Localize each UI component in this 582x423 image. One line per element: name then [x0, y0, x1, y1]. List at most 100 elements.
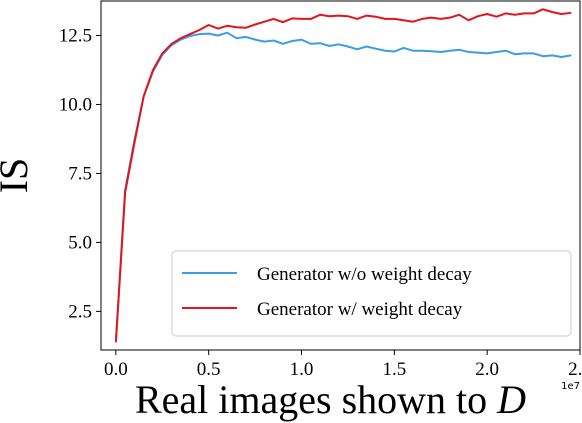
y-tick-label: 7.5 — [68, 163, 92, 184]
data-point-without-weight-decay — [393, 50, 396, 53]
data-point-with-weight-decay — [421, 18, 423, 20]
data-point-with-weight-decay — [115, 340, 117, 343]
plot-lines — [114, 8, 572, 343]
y-tick-label: 2.5 — [68, 301, 92, 322]
data-point-without-weight-decay — [226, 31, 229, 34]
data-point-with-weight-decay — [412, 20, 414, 23]
data-point-without-weight-decay — [328, 45, 331, 47]
x-tick-label: 0.0 — [104, 359, 128, 380]
data-point-with-weight-decay — [300, 18, 303, 20]
data-point-with-weight-decay — [439, 18, 442, 20]
data-point-without-weight-decay — [449, 49, 451, 52]
data-point-without-weight-decay — [309, 42, 312, 45]
data-point-without-weight-decay — [514, 53, 516, 56]
data-point-with-weight-decay — [477, 15, 479, 17]
data-point-without-weight-decay — [189, 35, 191, 37]
data-point-with-weight-decay — [291, 17, 294, 20]
data-point-with-weight-decay — [328, 15, 331, 17]
data-point-without-weight-decay — [458, 49, 461, 51]
data-point-without-weight-decay — [374, 47, 377, 50]
data-point-without-weight-decay — [532, 52, 535, 55]
x-tick-label: 2.0 — [475, 359, 499, 380]
data-point-without-weight-decay — [412, 49, 414, 52]
data-point-without-weight-decay — [569, 54, 572, 57]
data-point-without-weight-decay — [254, 38, 256, 41]
y-axis: 2.5 5.0 7.5 10.0 12.5 — [59, 25, 101, 322]
data-point-with-weight-decay — [365, 14, 368, 17]
x-axis-title-variable: D — [496, 377, 526, 422]
x-axis-title-text: Real images shown to — [135, 377, 497, 422]
data-point-with-weight-decay — [245, 26, 247, 29]
y-tick-label: 10.0 — [59, 94, 92, 115]
data-point-without-weight-decay — [272, 39, 275, 42]
x-axis-title: Real images shown to D — [135, 377, 526, 422]
data-point-with-weight-decay — [532, 12, 535, 15]
data-point-without-weight-decay — [430, 50, 433, 53]
data-point-with-weight-decay — [551, 11, 553, 13]
x-tick-label: 1.0 — [290, 359, 314, 380]
data-point-with-weight-decay — [272, 18, 275, 20]
data-point-without-weight-decay — [235, 37, 238, 40]
data-point-without-weight-decay — [384, 49, 386, 52]
y-axis-title: IS — [0, 158, 36, 194]
data-point-with-weight-decay — [504, 12, 507, 15]
x-tick-label: 1.5 — [382, 359, 406, 380]
x-tick-label: 2.5 — [568, 359, 582, 380]
data-point-with-weight-decay — [347, 15, 349, 17]
data-point-without-weight-decay — [300, 38, 303, 41]
data-point-with-weight-decay — [337, 14, 340, 17]
data-point-with-weight-decay — [542, 8, 544, 11]
data-point-without-weight-decay — [467, 51, 470, 53]
data-point-without-weight-decay — [477, 51, 479, 54]
data-point-without-weight-decay — [347, 45, 349, 48]
data-point-with-weight-decay — [207, 24, 210, 26]
x-axis-offset-label: 1e7 — [561, 381, 580, 392]
legend-label-without-weight-decay: Generator w/o weight decay — [257, 264, 472, 285]
y-tick-label: 12.5 — [59, 25, 92, 46]
data-point-with-weight-decay — [356, 18, 359, 20]
data-point-with-weight-decay — [560, 13, 563, 15]
legend-label-with-weight-decay: Generator w/ weight decay — [257, 299, 463, 320]
plot-frame — [100, 0, 581, 351]
data-point-with-weight-decay — [217, 27, 219, 30]
data-point-without-weight-decay — [551, 54, 553, 57]
data-point-without-weight-decay — [356, 48, 359, 51]
data-point-without-weight-decay — [439, 51, 442, 53]
data-point-without-weight-decay — [217, 34, 219, 37]
data-point-without-weight-decay — [542, 55, 544, 57]
data-point-with-weight-decay — [235, 26, 238, 29]
data-point-with-weight-decay — [263, 20, 266, 23]
data-point-with-weight-decay — [569, 12, 572, 14]
data-point-with-weight-decay — [467, 19, 470, 22]
series-line-with-weight-decay — [114, 8, 571, 342]
data-point-without-weight-decay — [421, 49, 423, 52]
data-point-without-weight-decay — [402, 47, 405, 49]
y-tick-label: 5.0 — [68, 232, 92, 253]
data-point-with-weight-decay — [170, 42, 173, 45]
data-point-without-weight-decay — [198, 33, 201, 35]
data-point-without-weight-decay — [263, 40, 266, 43]
data-point-with-weight-decay — [226, 25, 229, 27]
data-point-without-weight-decay — [282, 42, 284, 45]
data-point-with-weight-decay — [449, 16, 451, 19]
data-point-with-weight-decay — [430, 16, 433, 19]
data-point-without-weight-decay — [560, 56, 563, 58]
data-point-without-weight-decay — [504, 49, 507, 52]
data-point-without-weight-decay — [495, 51, 498, 53]
data-point-with-weight-decay — [402, 19, 405, 22]
data-point-with-weight-decay — [124, 191, 126, 194]
data-point-with-weight-decay — [254, 23, 256, 26]
data-point-with-weight-decay — [319, 13, 321, 16]
data-point-with-weight-decay — [282, 21, 284, 24]
data-point-with-weight-decay — [486, 13, 488, 15]
legend-box — [171, 250, 572, 337]
data-point-with-weight-decay — [384, 18, 386, 20]
data-point-without-weight-decay — [337, 43, 340, 46]
data-point-without-weight-decay — [291, 40, 294, 42]
data-point-without-weight-decay — [207, 32, 210, 35]
data-point-without-weight-decay — [523, 52, 526, 55]
data-point-with-weight-decay — [523, 12, 526, 15]
data-point-with-weight-decay — [180, 37, 182, 40]
data-point-with-weight-decay — [514, 13, 516, 16]
